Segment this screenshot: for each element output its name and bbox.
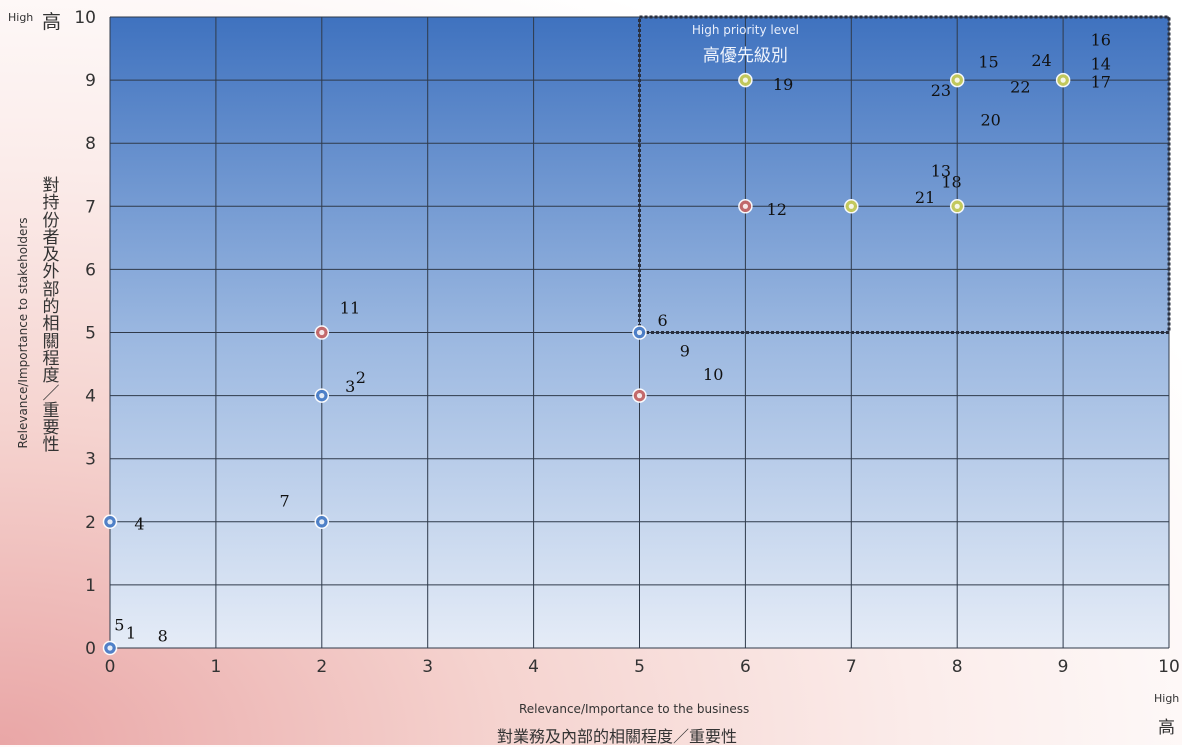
data-point	[102, 640, 118, 656]
data-point-highlight	[1060, 77, 1066, 83]
point-label: 11	[340, 299, 360, 318]
y-tick-label: 1	[85, 576, 96, 596]
x-tick-label: 8	[952, 657, 963, 677]
data-point	[632, 325, 647, 340]
x-tick-label: 10	[1158, 657, 1180, 677]
high-priority-label-en: High priority level	[692, 23, 799, 37]
point-label: 22	[1010, 78, 1030, 97]
data-point-highlight	[319, 519, 325, 525]
data-point-highlight	[636, 329, 643, 336]
x-high-label-en: High	[1154, 692, 1180, 705]
y-axis-title-en: Relevance/Importance to stakeholders	[16, 217, 30, 449]
y-axis-title-zh: 對持份者及外部的相關程度／重要性	[42, 176, 60, 456]
x-tick-label: 1	[210, 657, 221, 677]
y-tick-label: 6	[85, 260, 96, 280]
x-tick-label: 3	[422, 657, 433, 677]
point-label: 18	[941, 172, 961, 191]
data-point	[102, 514, 118, 530]
point-label: 1	[126, 624, 136, 643]
x-high-label-zh: 高	[1158, 718, 1175, 738]
data-point-highlight	[954, 203, 960, 209]
data-point-highlight	[107, 519, 113, 525]
point-label: 9	[680, 341, 690, 360]
point-label: 10	[703, 365, 723, 384]
y-tick-label: 4	[85, 387, 96, 407]
point-label: 7	[279, 492, 289, 511]
y-tick-label: 8	[85, 134, 96, 154]
data-point	[314, 514, 330, 530]
y-tick-label: 0	[85, 639, 96, 659]
data-point	[844, 199, 859, 214]
point-label: 4	[134, 514, 144, 533]
point-label: 21	[915, 188, 935, 207]
data-point-highlight	[319, 329, 325, 336]
x-axis-title-zh: 對業務及內部的相關程度／重要性	[497, 727, 738, 746]
x-tick-label: 7	[846, 657, 857, 677]
data-point	[314, 388, 330, 403]
point-label: 5	[114, 615, 124, 634]
point-label: 14	[1091, 54, 1111, 73]
data-points	[102, 72, 1071, 656]
point-label: 15	[978, 52, 998, 71]
high-priority-box	[638, 15, 1171, 334]
y-tick-label: 2	[85, 513, 96, 533]
y-high-label-zh: 高	[42, 11, 62, 33]
y-tick-label: 3	[85, 450, 96, 470]
data-point	[949, 72, 965, 88]
x-tick-label: 0	[105, 657, 116, 677]
data-point-highlight	[848, 203, 854, 209]
data-point	[314, 325, 330, 340]
point-label: 6	[658, 311, 668, 330]
y-tick-label: 7	[85, 197, 96, 217]
point-label: 3	[345, 377, 355, 396]
point-label: 20	[980, 111, 1000, 130]
point-label: 8	[158, 627, 168, 646]
y-tick-label: 5	[85, 324, 96, 344]
x-tick-label: 9	[1058, 657, 1069, 677]
data-point	[632, 388, 647, 403]
y-high-label-en: High	[8, 11, 34, 24]
point-label: 19	[773, 75, 793, 94]
data-point-highlight	[954, 77, 960, 83]
x-axis-title-en: Relevance/Importance to the business	[519, 702, 750, 716]
high-priority-region: High priority level 高優先級別	[638, 15, 1171, 334]
data-point-highlight	[742, 203, 749, 209]
point-label: 2	[356, 368, 366, 387]
high-priority-label-zh: 高優先級別	[703, 46, 788, 66]
data-point	[949, 199, 965, 214]
data-point-highlight	[636, 393, 643, 399]
point-label: 24	[1031, 51, 1051, 70]
point-label: 13	[931, 162, 951, 181]
point-label: 23	[931, 81, 951, 100]
data-point-highlight	[319, 393, 325, 399]
point-label: 17	[1091, 73, 1111, 92]
x-tick-label: 2	[316, 657, 327, 677]
data-point	[738, 199, 753, 214]
point-label: 16	[1091, 30, 1111, 49]
point-label: 12	[767, 200, 787, 219]
y-tick-label: 9	[85, 71, 96, 91]
data-point	[738, 72, 753, 88]
x-tick-label: 4	[528, 657, 539, 677]
data-point-highlight	[742, 77, 749, 83]
x-tick-label: 6	[740, 657, 751, 677]
data-point	[1055, 72, 1071, 88]
data-point-highlight	[107, 645, 113, 651]
y-tick-label: 10	[74, 8, 96, 28]
x-tick-label: 5	[634, 657, 645, 677]
